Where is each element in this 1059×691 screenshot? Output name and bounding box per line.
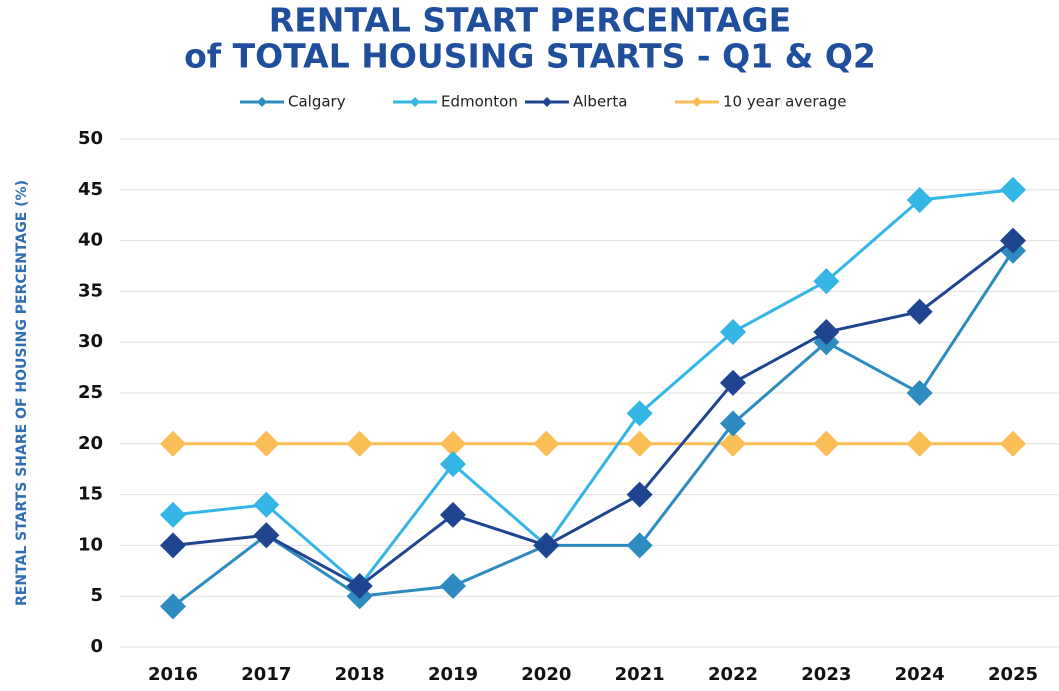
data-point: [626, 400, 653, 427]
x-tick-label: 2020: [521, 664, 571, 685]
data-point: [906, 298, 933, 325]
data-point: [813, 319, 840, 346]
y-tick-label: 0: [90, 636, 103, 657]
x-tick-label: 2016: [148, 664, 198, 685]
data-point: [160, 532, 186, 559]
data-point: [346, 573, 373, 600]
data-point: [160, 430, 186, 457]
x-tick-label: 2017: [241, 664, 291, 685]
y-tick-label: 30: [78, 331, 103, 352]
x-tick-label: 2022: [708, 664, 758, 685]
y-tick-label: 15: [78, 484, 103, 505]
y-tick-label: 50: [78, 128, 103, 149]
series-line: [172, 188, 1014, 588]
data-point: [1000, 176, 1026, 203]
data-point: [440, 451, 466, 478]
data-point: [160, 501, 186, 528]
y-tick-label: 20: [78, 433, 103, 454]
y-tick-label: 10: [78, 534, 103, 555]
legend-label: Edmonton: [441, 93, 518, 111]
y-axis-label: RENTAL STARTS SHARE OF HOUSING PERCENTAG…: [14, 180, 30, 606]
data-point: [906, 186, 933, 213]
data-point: [720, 369, 746, 396]
x-tick-label: 2023: [801, 664, 851, 685]
y-tick-label: 45: [78, 179, 103, 200]
data-point: [1000, 430, 1026, 457]
data-point: [440, 430, 466, 457]
data-point: [440, 573, 466, 600]
x-tick-label: 2024: [895, 664, 945, 685]
series-line: [172, 249, 1015, 608]
data-point: [346, 430, 373, 457]
y-tick-label: 35: [78, 280, 103, 301]
data-point: [626, 481, 653, 508]
data-point: [160, 593, 186, 620]
data-point: [253, 491, 280, 518]
series-line: [172, 239, 1014, 588]
legend-marker: [542, 97, 552, 107]
x-tick-label: 2025: [988, 664, 1038, 685]
x-tick-label: 2021: [615, 664, 665, 685]
y-tick-label: 25: [78, 382, 103, 403]
legend-marker: [410, 97, 420, 107]
data-point: [253, 430, 280, 457]
y-tick-label: 5: [90, 585, 103, 606]
y-tick-label: 40: [78, 230, 103, 251]
x-tick-label: 2019: [428, 664, 478, 685]
data-point: [720, 319, 746, 346]
data-point: [533, 430, 560, 457]
data-point: [626, 532, 653, 559]
legend-marker: [692, 97, 702, 107]
legend-label: Alberta: [573, 93, 627, 111]
data-point: [253, 522, 280, 549]
legend-label: 10 year average: [723, 93, 847, 111]
legend-label: Calgary: [288, 93, 346, 111]
data-point: [533, 532, 560, 559]
data-point: [813, 268, 840, 295]
data-point: [906, 380, 933, 406]
data-point: [626, 430, 653, 457]
data-point: [906, 430, 933, 457]
data-point: [720, 410, 746, 437]
data-point: [720, 430, 746, 457]
chart-title: RENTAL START PERCENTAGE: [269, 1, 791, 40]
legend-marker: [257, 97, 267, 107]
data-point: [440, 501, 466, 528]
x-tick-label: 2018: [335, 664, 385, 685]
data-point: [1000, 227, 1026, 254]
chart-title: of TOTAL HOUSING STARTS - Q1 & Q2: [184, 37, 876, 76]
data-point: [813, 430, 840, 457]
